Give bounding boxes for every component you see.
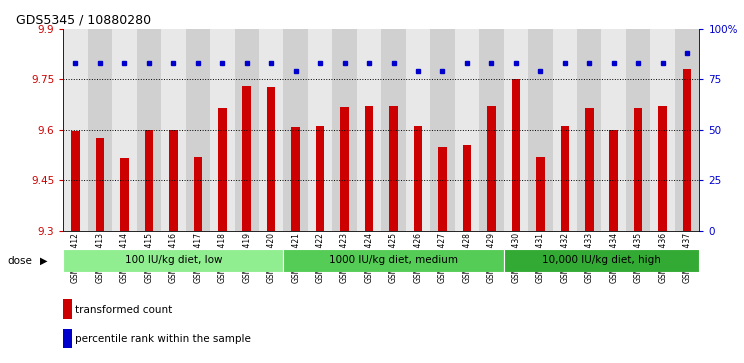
Bar: [658, 106, 667, 231]
Bar: [438, 147, 446, 231]
Bar: [71, 131, 80, 231]
Bar: [487, 106, 496, 231]
Text: 100 IU/kg diet, low: 100 IU/kg diet, low: [124, 256, 222, 265]
Text: 10,000 IU/kg diet, high: 10,000 IU/kg diet, high: [542, 256, 661, 265]
Bar: [650, 29, 675, 231]
Bar: [112, 29, 137, 231]
Bar: [357, 29, 382, 231]
Bar: [585, 108, 594, 231]
Bar: [382, 29, 405, 231]
Bar: [137, 29, 161, 231]
Bar: [316, 126, 324, 231]
Bar: [683, 69, 691, 231]
Text: dose: dose: [7, 256, 32, 266]
Bar: [504, 29, 528, 231]
Bar: [243, 86, 251, 231]
Bar: [120, 158, 129, 231]
Bar: [292, 127, 300, 231]
Bar: [675, 29, 699, 231]
Bar: [479, 29, 504, 231]
Bar: [88, 29, 112, 231]
Bar: [308, 29, 333, 231]
Bar: [365, 106, 373, 231]
Bar: [283, 29, 308, 231]
Bar: [414, 126, 423, 231]
Bar: [96, 138, 104, 231]
Bar: [536, 157, 545, 231]
Bar: [405, 29, 430, 231]
Bar: [185, 29, 210, 231]
Bar: [512, 79, 520, 231]
Text: ▶: ▶: [40, 256, 48, 266]
Bar: [63, 29, 88, 231]
Bar: [560, 126, 569, 231]
Text: transformed count: transformed count: [75, 305, 173, 315]
Bar: [601, 29, 626, 231]
Bar: [283, 249, 504, 272]
Text: GDS5345 / 10880280: GDS5345 / 10880280: [16, 13, 150, 26]
Bar: [193, 157, 202, 231]
Bar: [553, 29, 577, 231]
Bar: [609, 130, 618, 231]
Bar: [455, 29, 479, 231]
Bar: [63, 249, 283, 272]
Bar: [144, 130, 153, 231]
Text: percentile rank within the sample: percentile rank within the sample: [75, 334, 251, 344]
Bar: [577, 29, 601, 231]
Bar: [267, 87, 275, 231]
Text: 1000 IU/kg diet, medium: 1000 IU/kg diet, medium: [329, 256, 458, 265]
Bar: [161, 29, 185, 231]
Bar: [504, 249, 699, 272]
Bar: [259, 29, 283, 231]
Bar: [528, 29, 553, 231]
Bar: [626, 29, 650, 231]
Bar: [634, 108, 643, 231]
Bar: [333, 29, 357, 231]
Bar: [340, 107, 349, 231]
Bar: [389, 106, 398, 231]
Bar: [210, 29, 234, 231]
Bar: [218, 108, 227, 231]
Bar: [463, 145, 471, 231]
Bar: [169, 130, 178, 231]
Bar: [430, 29, 455, 231]
Bar: [234, 29, 259, 231]
